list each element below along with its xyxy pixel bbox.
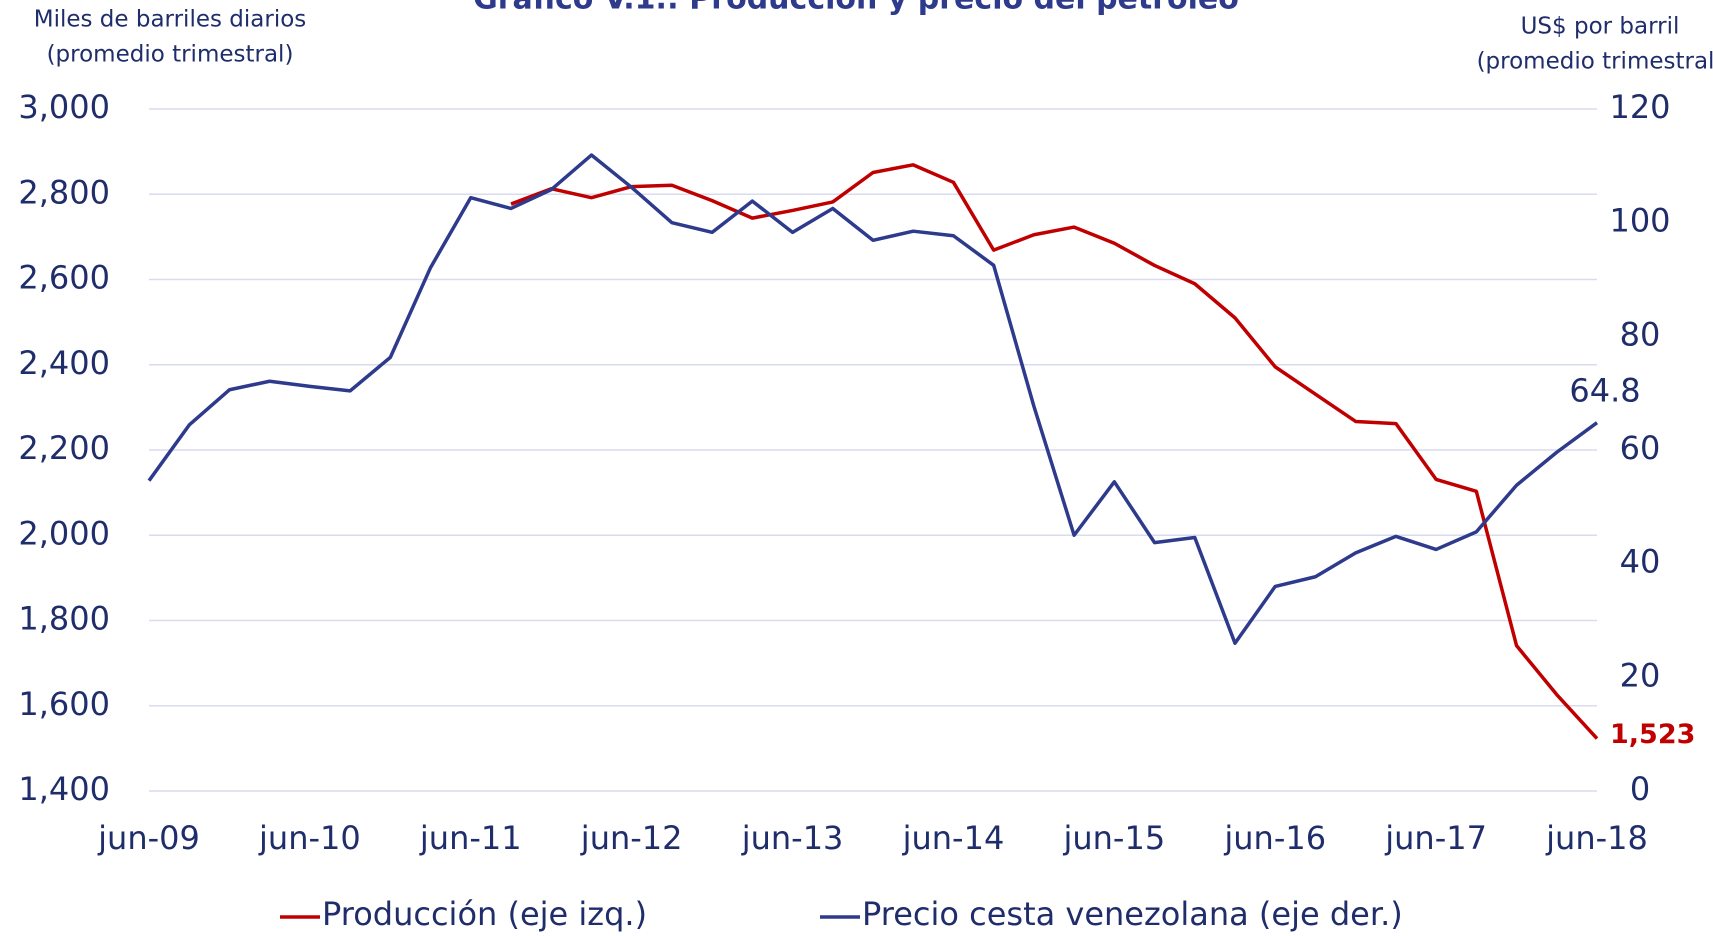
y2-tick-label: 60	[1620, 429, 1661, 467]
y2-tick-label: 0	[1630, 770, 1650, 808]
series-line	[147, 153, 1599, 645]
y-axis-label: (promedio trimestral)	[47, 42, 294, 68]
y-tick-label: 1,600	[18, 685, 110, 723]
x-tick-label: jun-14	[902, 819, 1005, 857]
x-tick-label: jun-10	[258, 819, 361, 857]
y2-tick-label: 80	[1620, 315, 1661, 353]
x-tick-label: jun-13	[741, 819, 844, 857]
y-tick-label: 3,000	[18, 88, 110, 126]
legend-label: Producción (eje izq.)	[322, 895, 647, 933]
y2-axis-label: US$ por barril	[1521, 14, 1680, 40]
y-tick-label: 2,200	[18, 429, 110, 467]
y-tick-label: 2,000	[18, 514, 110, 552]
series-line	[510, 163, 1599, 740]
x-tick-label: jun-16	[1223, 819, 1326, 857]
y2-tick-label: 40	[1620, 543, 1661, 581]
x-tick-label: jun-09	[97, 819, 200, 857]
x-tick-label: jun-11	[419, 819, 522, 857]
x-tick-label: jun-15	[1062, 819, 1165, 857]
legend-label: Precio cesta venezolana (eje der.)	[862, 895, 1403, 933]
chart-title: Gráfico V.1.: Producción y precio del pe…	[473, 0, 1239, 17]
y2-tick-label: 100	[1609, 202, 1670, 240]
y-tick-label: 1,800	[18, 600, 110, 638]
y-tick-label: 2,800	[18, 173, 110, 211]
y2-tick-label: 120	[1609, 88, 1670, 126]
y2-axis-label: (promedio trimestral)	[1477, 49, 1713, 75]
x-tick-label: jun-18	[1545, 819, 1648, 857]
y-tick-label: 2,600	[18, 259, 110, 297]
y2-tick-label: 20	[1620, 656, 1661, 694]
y-axis-label: Miles de barriles diarios	[34, 7, 307, 33]
data-label: 1,523	[1610, 719, 1695, 750]
y-tick-label: 1,400	[18, 770, 110, 808]
y-tick-label: 2,400	[18, 344, 110, 382]
x-tick-label: jun-12	[580, 819, 683, 857]
x-tick-label: jun-17	[1384, 819, 1487, 857]
data-label: 64.8	[1569, 372, 1640, 410]
